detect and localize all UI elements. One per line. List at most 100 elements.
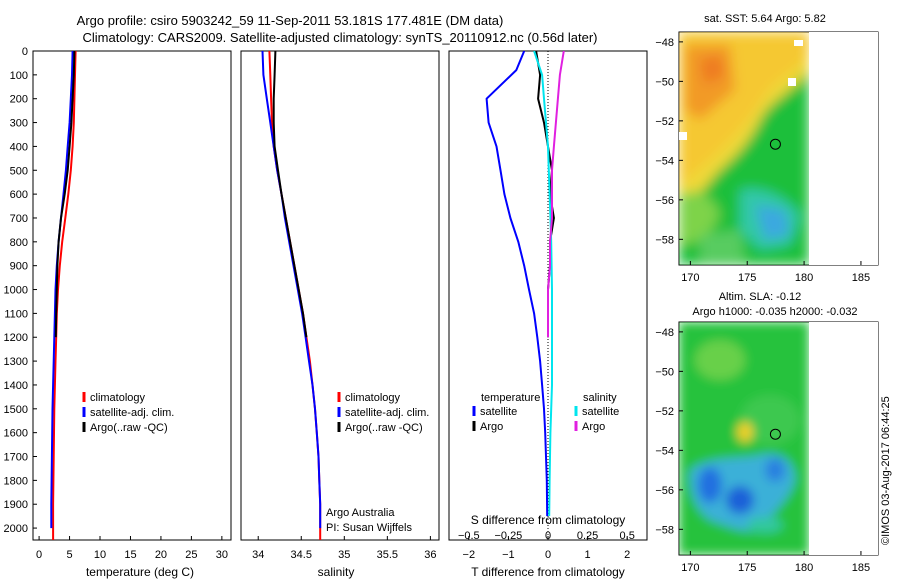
sst-map-lon-tick-label: 180 <box>795 272 813 284</box>
sst-map-lon-tick-label: 170 <box>681 272 699 284</box>
salinity-x-tick-label: 34.5 <box>291 549 312 561</box>
salinity-series-line-2 <box>272 51 308 338</box>
depth-tick-label: 100 <box>10 70 28 82</box>
pi-annotation: PI: Susan Wijffels <box>326 522 412 534</box>
salinity-legend-label: satellite-adj. clim. <box>345 407 429 419</box>
sla-map-lat-tick-label: −58 <box>655 524 674 536</box>
sla-map-lon-tick-label: 185 <box>852 562 870 574</box>
depth-tick-labels: 0 100 200 300 400 500 600 700 800 900 1000 1100 1200… <box>4 46 37 535</box>
sst-map-title: sat. SST: 5.64 Argo: 5.82 <box>704 13 826 25</box>
temperature-legend-label: climatology <box>90 392 146 404</box>
difference-temperature-legend-label: Argo <box>480 421 503 433</box>
difference-x-tick-label: −1 <box>502 549 515 561</box>
depth-tick-label: 1000 <box>4 285 28 297</box>
difference-salinity-legend-label: satellite <box>582 406 619 418</box>
temperature-x-tick-label: 5 <box>66 549 72 561</box>
salinity-legend-label: climatology <box>345 392 401 404</box>
depth-tick-label: 500 <box>10 165 28 177</box>
figure-title-line1: Argo profile: csiro 5903242_59 11-Sep-20… <box>77 13 504 28</box>
temperature-series-line-0 <box>52 51 77 540</box>
s-difference-tick-label: −0.5 <box>458 530 480 542</box>
sst-map-ticks: 170 175 180 185 −48 −50 −52 −54 −56 −58 <box>655 37 870 284</box>
t-difference-label: T difference from climatology <box>471 565 625 579</box>
difference-series-line-0 <box>485 51 549 517</box>
salinity-x-ticks: 34 34.5 35 35.5 36 <box>252 536 437 561</box>
depth-tick-label: 2000 <box>4 523 28 535</box>
temperature-legend-label: satellite-adj. clim. <box>90 407 174 419</box>
difference-x-tick-label: 1 <box>585 549 591 561</box>
salinity-x-tick-label: 35.5 <box>377 549 398 561</box>
sst-map-lat-tick-label: −58 <box>655 234 674 246</box>
depth-tick-label: 1800 <box>4 475 28 487</box>
sst-map-lat-tick-label: −50 <box>655 76 674 88</box>
temperature-legend: climatology satellite-adj. clim. Argo(..ra… <box>82 392 174 434</box>
sst-map-lat-tick-label: −54 <box>655 155 674 167</box>
temperature-x-tick-label: 15 <box>124 549 136 561</box>
s-difference-tick-label: 0 <box>545 530 551 542</box>
temperature-x-tick-label: 0 <box>36 549 42 561</box>
salinity-legend-title: salinity <box>583 392 617 404</box>
sla-heatmap <box>679 322 878 555</box>
depth-tick-label: 1500 <box>4 404 28 416</box>
sla-argo-location-marker <box>769 428 781 440</box>
sst-map-lon-tick-label: 185 <box>852 272 870 284</box>
s-difference-tick-label: 0.5 <box>620 530 635 542</box>
temperature-x-tick-label: 25 <box>185 549 197 561</box>
sst-map-lat-tick-label: −48 <box>655 37 674 49</box>
sla-map-lon-tick-label: 175 <box>738 562 756 574</box>
difference-temperature-legend-label: satellite <box>480 406 517 418</box>
depth-tick-label: 0 <box>22 46 28 58</box>
figure-title-line2: Climatology: CARS2009. Satellite-adjuste… <box>83 30 598 45</box>
temperature-series-line-2 <box>54 51 76 338</box>
sla-map-lat-tick-label: −56 <box>655 485 674 497</box>
temperature-panel: 0100200300400500600700800900100011001200… <box>4 46 232 579</box>
depth-tick-label: 800 <box>10 237 28 249</box>
depth-tick-label: 1900 <box>4 499 28 511</box>
salinity-legend-label: Argo(..raw -QC) <box>345 422 423 434</box>
depth-tick-label: 1600 <box>4 428 28 440</box>
argo-australia-annotation: Argo Australia <box>326 507 395 519</box>
depth-tick-label: 1300 <box>4 356 28 368</box>
salinity-panel: 34 34.5 35 35.5 36 salinity climatology satel… <box>240 50 440 579</box>
temperature-series-line-1 <box>50 51 74 529</box>
temperature-x-tick-label: 30 <box>216 549 228 561</box>
temperature-x-tick-label: 10 <box>94 549 106 561</box>
difference-x-tick-label: 2 <box>624 549 630 561</box>
salinity-x-tick-label: 34 <box>252 549 264 561</box>
sla-map-lat-tick-label: −50 <box>655 366 674 378</box>
temperature-x-tick-label: 20 <box>155 549 167 561</box>
sst-heatmap <box>679 32 878 265</box>
s-difference-tick-label: −0.25 <box>494 530 522 542</box>
difference-series <box>485 51 565 517</box>
difference-x-tick-label: 0 <box>545 549 551 561</box>
salinity-series <box>261 51 322 540</box>
sla-map-panel: Altim. SLA: -0.12 Argo h1000: -0.035 h20… <box>655 291 879 574</box>
salinity-x-tick-label: 36 <box>424 549 436 561</box>
sla-map-lon-tick-label: 170 <box>681 562 699 574</box>
temperature-legend-label: Argo(..raw -QC) <box>90 422 168 434</box>
depth-tick-label: 300 <box>10 118 28 130</box>
sla-map-title-line1: Altim. SLA: -0.12 <box>719 291 802 303</box>
depth-tick-label: 600 <box>10 189 28 201</box>
temperature-x-ticks: 0 5 10 15 20 25 30 <box>36 536 228 561</box>
depth-tick-label: 1100 <box>4 308 28 320</box>
sla-map-title-line2: Argo h1000: -0.035 h2000: -0.032 <box>692 306 857 318</box>
sst-map-lon-tick-label: 175 <box>738 272 756 284</box>
depth-tick-label: 200 <box>10 94 28 106</box>
depth-tick-label: 1200 <box>4 332 28 344</box>
sst-map-lat-tick-label: −56 <box>655 195 674 207</box>
imos-watermark: ©IMOS 03-Aug-2017 06:44:25 <box>880 396 892 545</box>
temperature-xlabel: temperature (deg C) <box>86 565 194 579</box>
sst-map-lat-tick-label: −52 <box>655 116 674 128</box>
sla-map-lat-tick-label: −52 <box>655 406 674 418</box>
salinity-xlabel: salinity <box>318 565 355 579</box>
s-difference-label: S difference from climatology <box>471 513 626 527</box>
sla-map-lat-tick-label: −48 <box>655 327 674 339</box>
temperature-axes-frame <box>32 50 232 541</box>
depth-tick-label: 400 <box>10 141 28 153</box>
sst-map-panel: sat. SST: 5.64 Argo: 5.82 170 175 180 185 −4… <box>655 13 879 284</box>
difference-panel: −2 −1 0 1 2 −0.5 −0.25 0 0.25 0.5 S difference fr… <box>448 50 648 579</box>
salinity-legend: climatology satellite-adj. clim. Argo(..ra… <box>337 392 429 434</box>
temperature-series <box>50 51 77 540</box>
